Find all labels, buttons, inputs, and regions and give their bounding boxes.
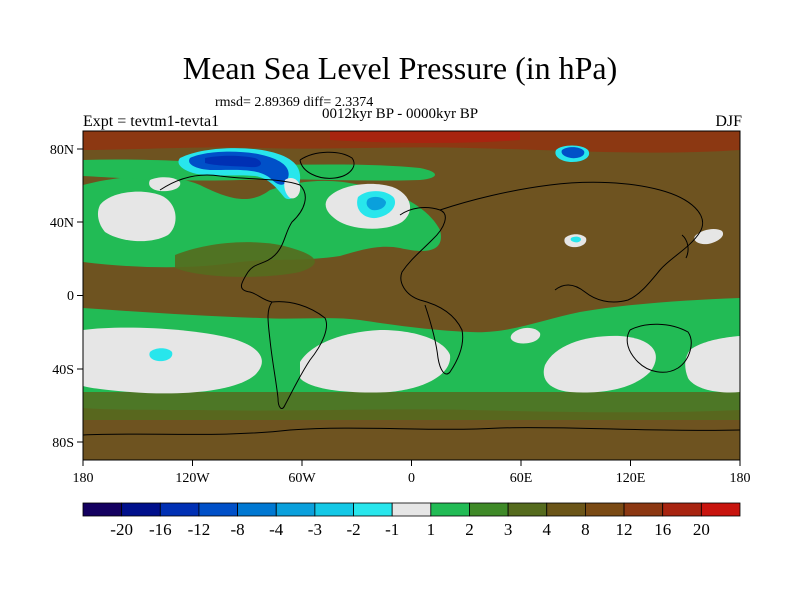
field-white-indian-small [510,327,541,344]
colorbar-swatch [159,502,200,517]
colorbar-swatch [198,502,238,517]
field-cyan-atlantic-core [366,196,386,211]
colorbar-swatch [82,502,123,517]
coast-japan [681,234,689,259]
colorbar-label: -8 [231,520,245,539]
colorbar-label: 12 [616,520,633,539]
colorbar-label: 3 [504,520,513,539]
colorbar-swatch [700,502,741,517]
colorbar-swatch [314,502,354,517]
colorbar-swatch [469,502,509,517]
y-tick-label: 0 [67,289,74,304]
field-white-south-pacific [83,327,262,394]
coast-north-america [159,174,306,303]
colorbar-label: -1 [385,520,399,539]
coast-asia [439,181,703,303]
x-tick-label: 60E [510,471,533,486]
field-white-alaska [149,177,181,192]
field-darkred-top [330,131,520,143]
field-white-south-atlantic [300,330,451,393]
colorbar-swatch [430,502,470,517]
colorbar-label: -4 [269,520,284,539]
colorbar-swatch [237,502,277,517]
coast-australia [626,323,692,373]
colorbar-label: 2 [465,520,474,539]
colorbar-label: -20 [110,520,133,539]
y-tick-label: 40N [50,216,74,231]
colorbar-label: 4 [543,520,552,539]
colorbar-swatch [121,502,161,517]
colorbar-label: 20 [693,520,710,539]
y-tick-label: 80S [52,436,74,451]
colorbar-label: 8 [581,520,590,539]
colorbar-swatch [507,502,548,517]
field-olive-south [83,392,740,420]
colorbar-label: -16 [149,520,172,539]
field-white-pacific-nw [694,228,724,245]
colorbar-swatch [391,502,432,517]
field-white-cordillera [284,178,301,199]
y-tick-label: 40S [52,363,74,378]
colorbar-label: -3 [308,520,322,539]
colorbar-swatch [353,502,393,517]
figure-title: Mean Sea Level Pressure (in hPa) [182,50,618,86]
field-cyan-south-pacific [149,348,173,362]
x-tick-label: 120W [175,471,210,486]
tick-marks [77,148,741,466]
field-blue-laurentide-deep [205,155,262,168]
stats-text: rmsd= 2.89369 diff= 2.3374 [215,95,374,110]
y-tick-label: 80N [50,143,74,158]
colorbar-swatch [275,502,316,517]
field-olive-north [175,242,315,277]
pressure-field [83,131,740,460]
field-cyan-asia-core [570,236,581,243]
colorbar-swatch [585,502,625,517]
season-label: DJF [715,113,742,130]
field-white-south-indian [543,335,656,393]
field-blue-scandinavia-core [561,147,585,159]
x-tick-label: 180 [730,471,751,486]
x-tick-label: 60W [288,471,316,486]
experiment-label: Expt = tevtm1-tevta1 [83,113,220,130]
colorbar-swatch [662,502,702,517]
coast-south-america [267,301,327,409]
x-tick-label: 0 [408,471,415,486]
colorbar-swatch [623,502,664,517]
coastlines [83,151,740,436]
coast-antarctica [83,427,740,436]
colorbar-swatch [546,502,586,517]
coast-europe-africa [399,207,464,375]
field-white-north-pacific [97,191,176,242]
x-tick-label: 180 [73,471,94,486]
colorbar-label: -2 [346,520,360,539]
x-tick-label: 120E [616,471,646,486]
colorbar: -20 -16 -12 -8 -4 -3 -2 -1 1 2 3 4 8 12 16 20 [82,502,741,539]
colorbar-label: 1 [427,520,436,539]
coast-greenland [299,151,355,179]
period-text: 0012kyr BP - 0000kyr BP [321,106,479,122]
colorbar-label: -12 [188,520,211,539]
colorbar-label: 16 [654,520,671,539]
field-white-australia-east [685,336,740,393]
